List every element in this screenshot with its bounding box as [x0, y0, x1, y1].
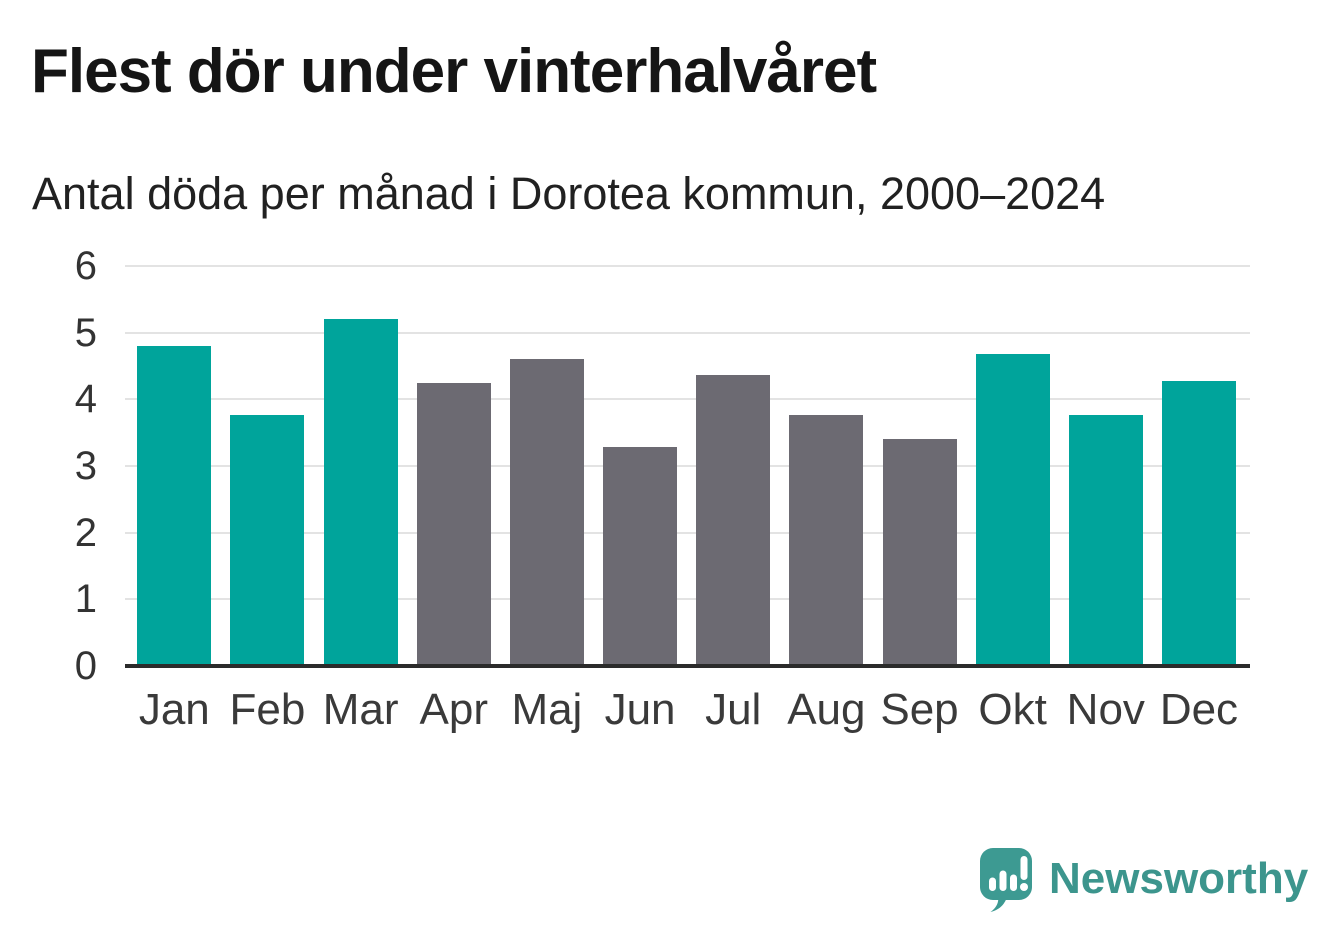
bar-mar — [323, 319, 398, 666]
y-axis-label-2: 2 — [74, 510, 97, 555]
bar-okt — [975, 354, 1050, 666]
x-axis-label-sep: Sep — [880, 685, 959, 734]
bar-feb — [230, 415, 305, 666]
gridline-2 — [125, 531, 1250, 534]
bar-jan — [137, 346, 212, 666]
x-axis-label-jun: Jun — [604, 685, 676, 734]
y-axis-label-5: 5 — [74, 310, 97, 355]
gridline-5 — [125, 331, 1250, 334]
x-axis-label-maj: Maj — [511, 685, 583, 734]
x-axis-label-mar: Mar — [322, 685, 399, 734]
brand-name: Newsworthy — [1049, 854, 1309, 903]
bar-jul — [696, 375, 771, 666]
chart-title: Flest dör under vinterhalvåret — [31, 37, 877, 106]
bar-maj — [509, 359, 584, 666]
gridline-4 — [125, 398, 1250, 401]
x-axis-line — [125, 664, 1250, 668]
chart-subtitle: Antal döda per månad i Dorotea kommun, 2… — [32, 168, 1106, 219]
bar-jun — [603, 447, 678, 666]
x-axis-label-jul: Jul — [705, 685, 762, 734]
brand-footer: Newsworthy — [978, 846, 1308, 912]
y-axis-label-3: 3 — [74, 444, 97, 488]
bar-apr — [416, 383, 491, 666]
x-axis-label-okt: Okt — [978, 685, 1047, 734]
y-axis-label-1: 1 — [74, 577, 97, 622]
bar-aug — [789, 415, 864, 666]
bar-nov — [1068, 415, 1143, 666]
y-axis-label-4: 4 — [74, 377, 97, 422]
plot-area: 0 1 2 3 4 5 6 Jan Feb Mar Apr Maj Jun Jul Aug Sep Okt Nov… — [75, 246, 1250, 732]
gridline-3 — [125, 465, 1250, 467]
x-axis-label-dec: Dec — [1159, 685, 1239, 734]
y-axis-label-0: 0 — [74, 644, 97, 688]
x-axis-label-aug: Aug — [787, 685, 866, 734]
bar-dec — [1161, 380, 1236, 666]
gridline-6 — [125, 265, 1250, 267]
y-axis-label-6: 6 — [74, 244, 97, 288]
speech-bubble-bar-chart-icon — [980, 848, 1032, 912]
gridline-1 — [125, 598, 1250, 601]
x-axis-label-nov: Nov — [1066, 685, 1145, 734]
x-axis-label-apr: Apr — [419, 685, 488, 734]
x-axis-label-feb: Feb — [229, 685, 306, 734]
x-axis-label-jan: Jan — [138, 685, 210, 734]
bar-sep — [882, 439, 957, 666]
